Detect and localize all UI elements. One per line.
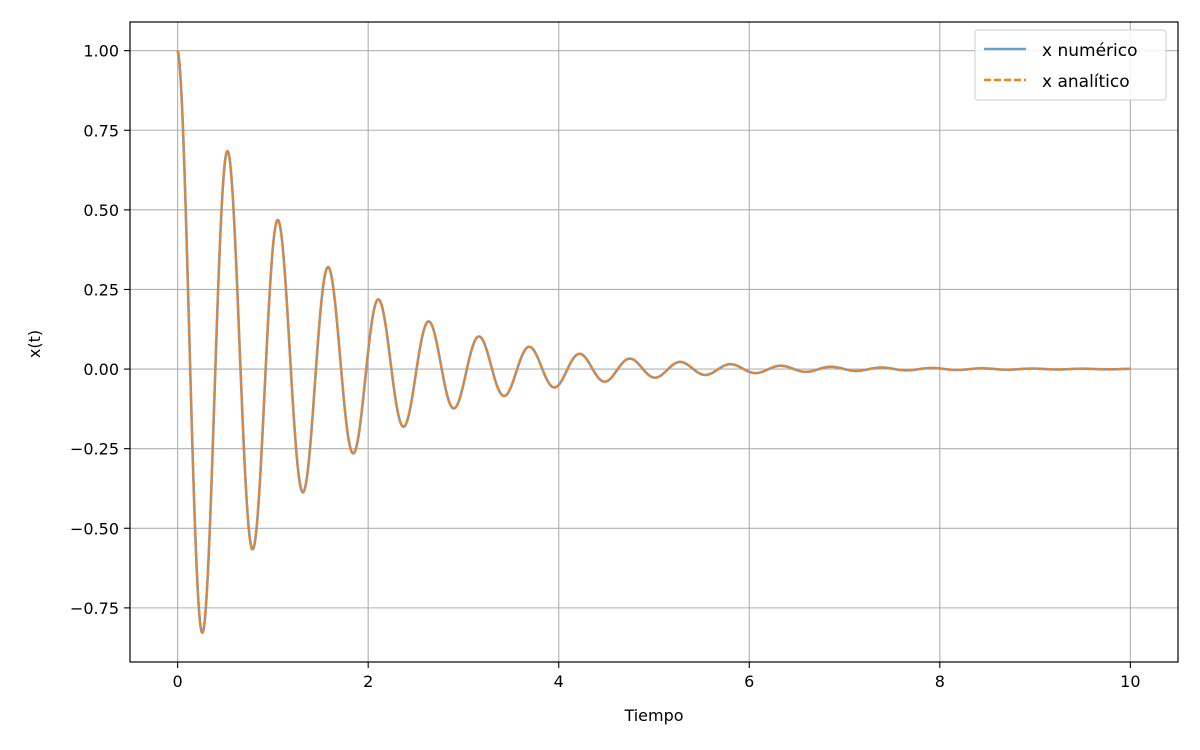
x-axis-label: Tiempo xyxy=(623,706,683,725)
series-line-numerico xyxy=(176,50,1131,635)
x-tick-label: 0 xyxy=(173,672,183,691)
y-tick-label: −0.75 xyxy=(70,599,119,618)
y-tick-label: 0.25 xyxy=(83,280,119,299)
grid xyxy=(130,22,1178,662)
legend-label-numerico: x numérico xyxy=(1042,41,1138,61)
x-tick-label: 4 xyxy=(554,672,564,691)
series-group xyxy=(176,50,1131,635)
y-tick-label: −0.50 xyxy=(70,519,119,538)
x-tick-label: 8 xyxy=(935,672,945,691)
legend-label-analitico: x analítico xyxy=(1042,72,1130,92)
y-tick-label: 0.50 xyxy=(83,201,119,220)
ticks: 0 2 4 6 8 10 −0.75 −0.50 −0.25 0.00 0.25 0.50 0.75 1.… xyxy=(70,42,1141,691)
legend: x numérico x analítico xyxy=(974,29,1167,101)
y-tick-label: 0.75 xyxy=(83,121,119,140)
y-axis-label: x(t) xyxy=(25,330,44,358)
x-tick-label: 2 xyxy=(363,672,373,691)
y-tick-label: −0.25 xyxy=(70,440,119,459)
y-tick-label: 0.00 xyxy=(83,360,119,379)
x-tick-label: 6 xyxy=(744,672,754,691)
series-line-analitico xyxy=(176,50,1131,634)
legend-box xyxy=(974,29,1167,101)
plot-frame xyxy=(129,21,1179,663)
x-tick-label: 10 xyxy=(1120,672,1140,691)
y-tick-label: 1.00 xyxy=(83,42,119,61)
